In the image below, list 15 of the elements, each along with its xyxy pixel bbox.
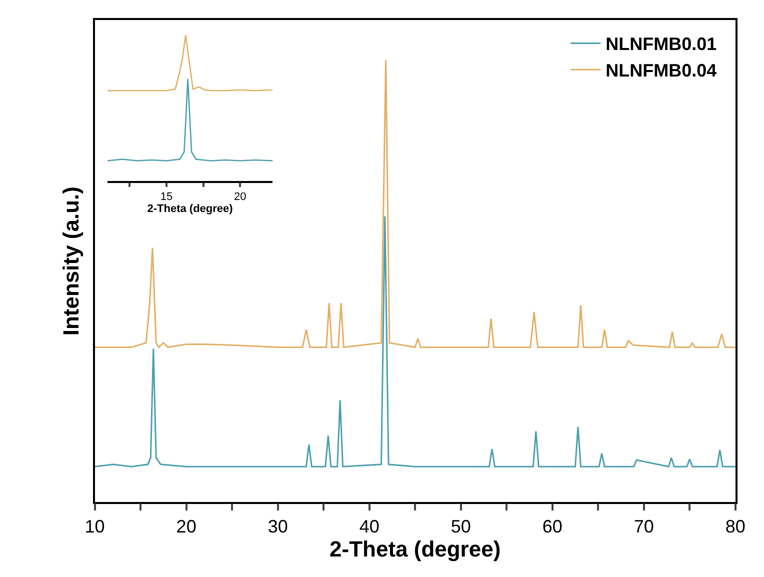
x-tick-label: 50 xyxy=(450,516,471,536)
x-axis-title: 2-Theta (degree) xyxy=(147,203,234,216)
x-axis-title: 2-Theta (degree) xyxy=(330,536,501,562)
x-tick-label: 40 xyxy=(359,516,380,536)
x-tick-label: 30 xyxy=(268,516,288,536)
y-axis-title: Intensity (a.u.) xyxy=(58,186,84,336)
x-tick-label: 80 xyxy=(725,516,746,536)
x-tick-label: 20 xyxy=(176,516,196,536)
x-tick-label: 60 xyxy=(542,516,562,536)
legend-label: NLNFMB0.01 xyxy=(606,34,717,54)
x-tick-label: 15 xyxy=(160,191,173,204)
x-tick-label: 70 xyxy=(634,516,654,536)
x-tick-label: 10 xyxy=(84,516,105,536)
legend-label: NLNFMB0.04 xyxy=(606,60,717,81)
x-tick-label: 20 xyxy=(234,191,246,204)
